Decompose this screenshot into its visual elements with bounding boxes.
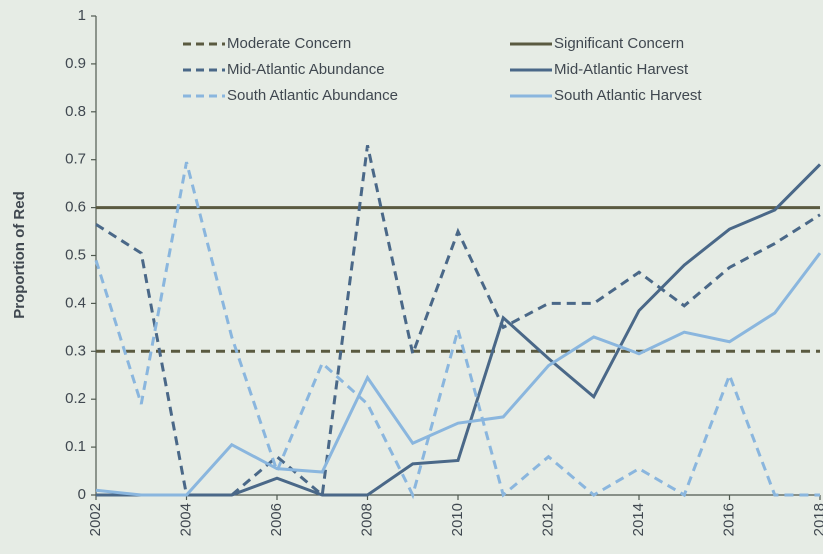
y-tick-label: 0.4	[65, 294, 86, 311]
y-tick-label: 0.7	[65, 151, 86, 168]
legend-label: South Atlantic Abundance	[227, 87, 398, 104]
x-tick-label: 2002	[87, 503, 104, 536]
y-tick-label: 0.3	[65, 342, 86, 359]
y-tick-label: 0.1	[65, 438, 86, 455]
y-tick-label: 0.8	[65, 103, 86, 120]
series-line	[95, 145, 821, 498]
x-tick-label: 2008	[358, 503, 375, 536]
y-tick-label: 0.5	[65, 246, 86, 263]
x-tick-label: 2016	[720, 503, 737, 536]
x-tick-label: 2010	[449, 503, 466, 536]
y-tick-label: 0.6	[65, 199, 86, 216]
x-tick-label: 2014	[630, 503, 647, 536]
legend-label: Mid-Atlantic Abundance	[227, 61, 385, 78]
legend-label: South Atlantic Harvest	[554, 87, 702, 104]
y-tick-label: 0	[78, 486, 86, 503]
legend-label: Mid-Atlantic Harvest	[554, 61, 689, 78]
x-tick-label: 2012	[539, 503, 556, 536]
y-tick-label: 0.9	[65, 55, 86, 72]
y-tick-label: 0.2	[65, 390, 86, 407]
x-tick-label: 2018	[811, 503, 823, 536]
x-tick-label: 2006	[268, 503, 285, 536]
series-line	[96, 163, 822, 497]
x-tick-label: 2004	[177, 503, 194, 536]
series-line	[95, 252, 822, 497]
legend-label: Significant Concern	[554, 35, 684, 52]
legend-label: Moderate Concern	[227, 35, 351, 52]
series-line	[94, 161, 820, 500]
y-tick-label: 1	[78, 7, 86, 24]
y-axis-label: Proportion of Red	[11, 191, 28, 319]
